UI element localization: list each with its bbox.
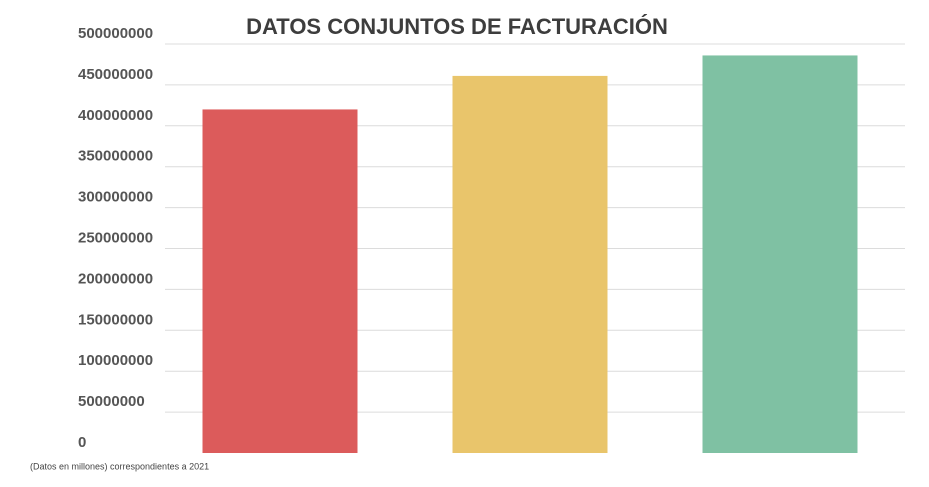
bar: [702, 55, 858, 454]
y-tick-label: 500000000: [78, 25, 153, 42]
y-tick-label: 150000000: [78, 311, 153, 328]
y-tick-label: 450000000: [78, 66, 153, 83]
y-tick-label: 250000000: [78, 229, 153, 246]
bar: [452, 75, 608, 453]
y-tick-label: 400000000: [78, 107, 153, 124]
footnote: (Datos en millones) correspondientes a 2…: [30, 461, 209, 471]
bar: [202, 109, 358, 453]
y-tick-label: 200000000: [78, 270, 153, 287]
chart-title: DATOS CONJUNTOS DE FACTURACIÓN: [246, 14, 668, 39]
y-tick-label: 350000000: [78, 148, 153, 165]
y-tick-label: 300000000: [78, 189, 153, 206]
y-tick-label: 0: [78, 434, 86, 451]
y-tick-label: 50000000: [78, 393, 145, 410]
y-tick-label: 100000000: [78, 352, 153, 369]
